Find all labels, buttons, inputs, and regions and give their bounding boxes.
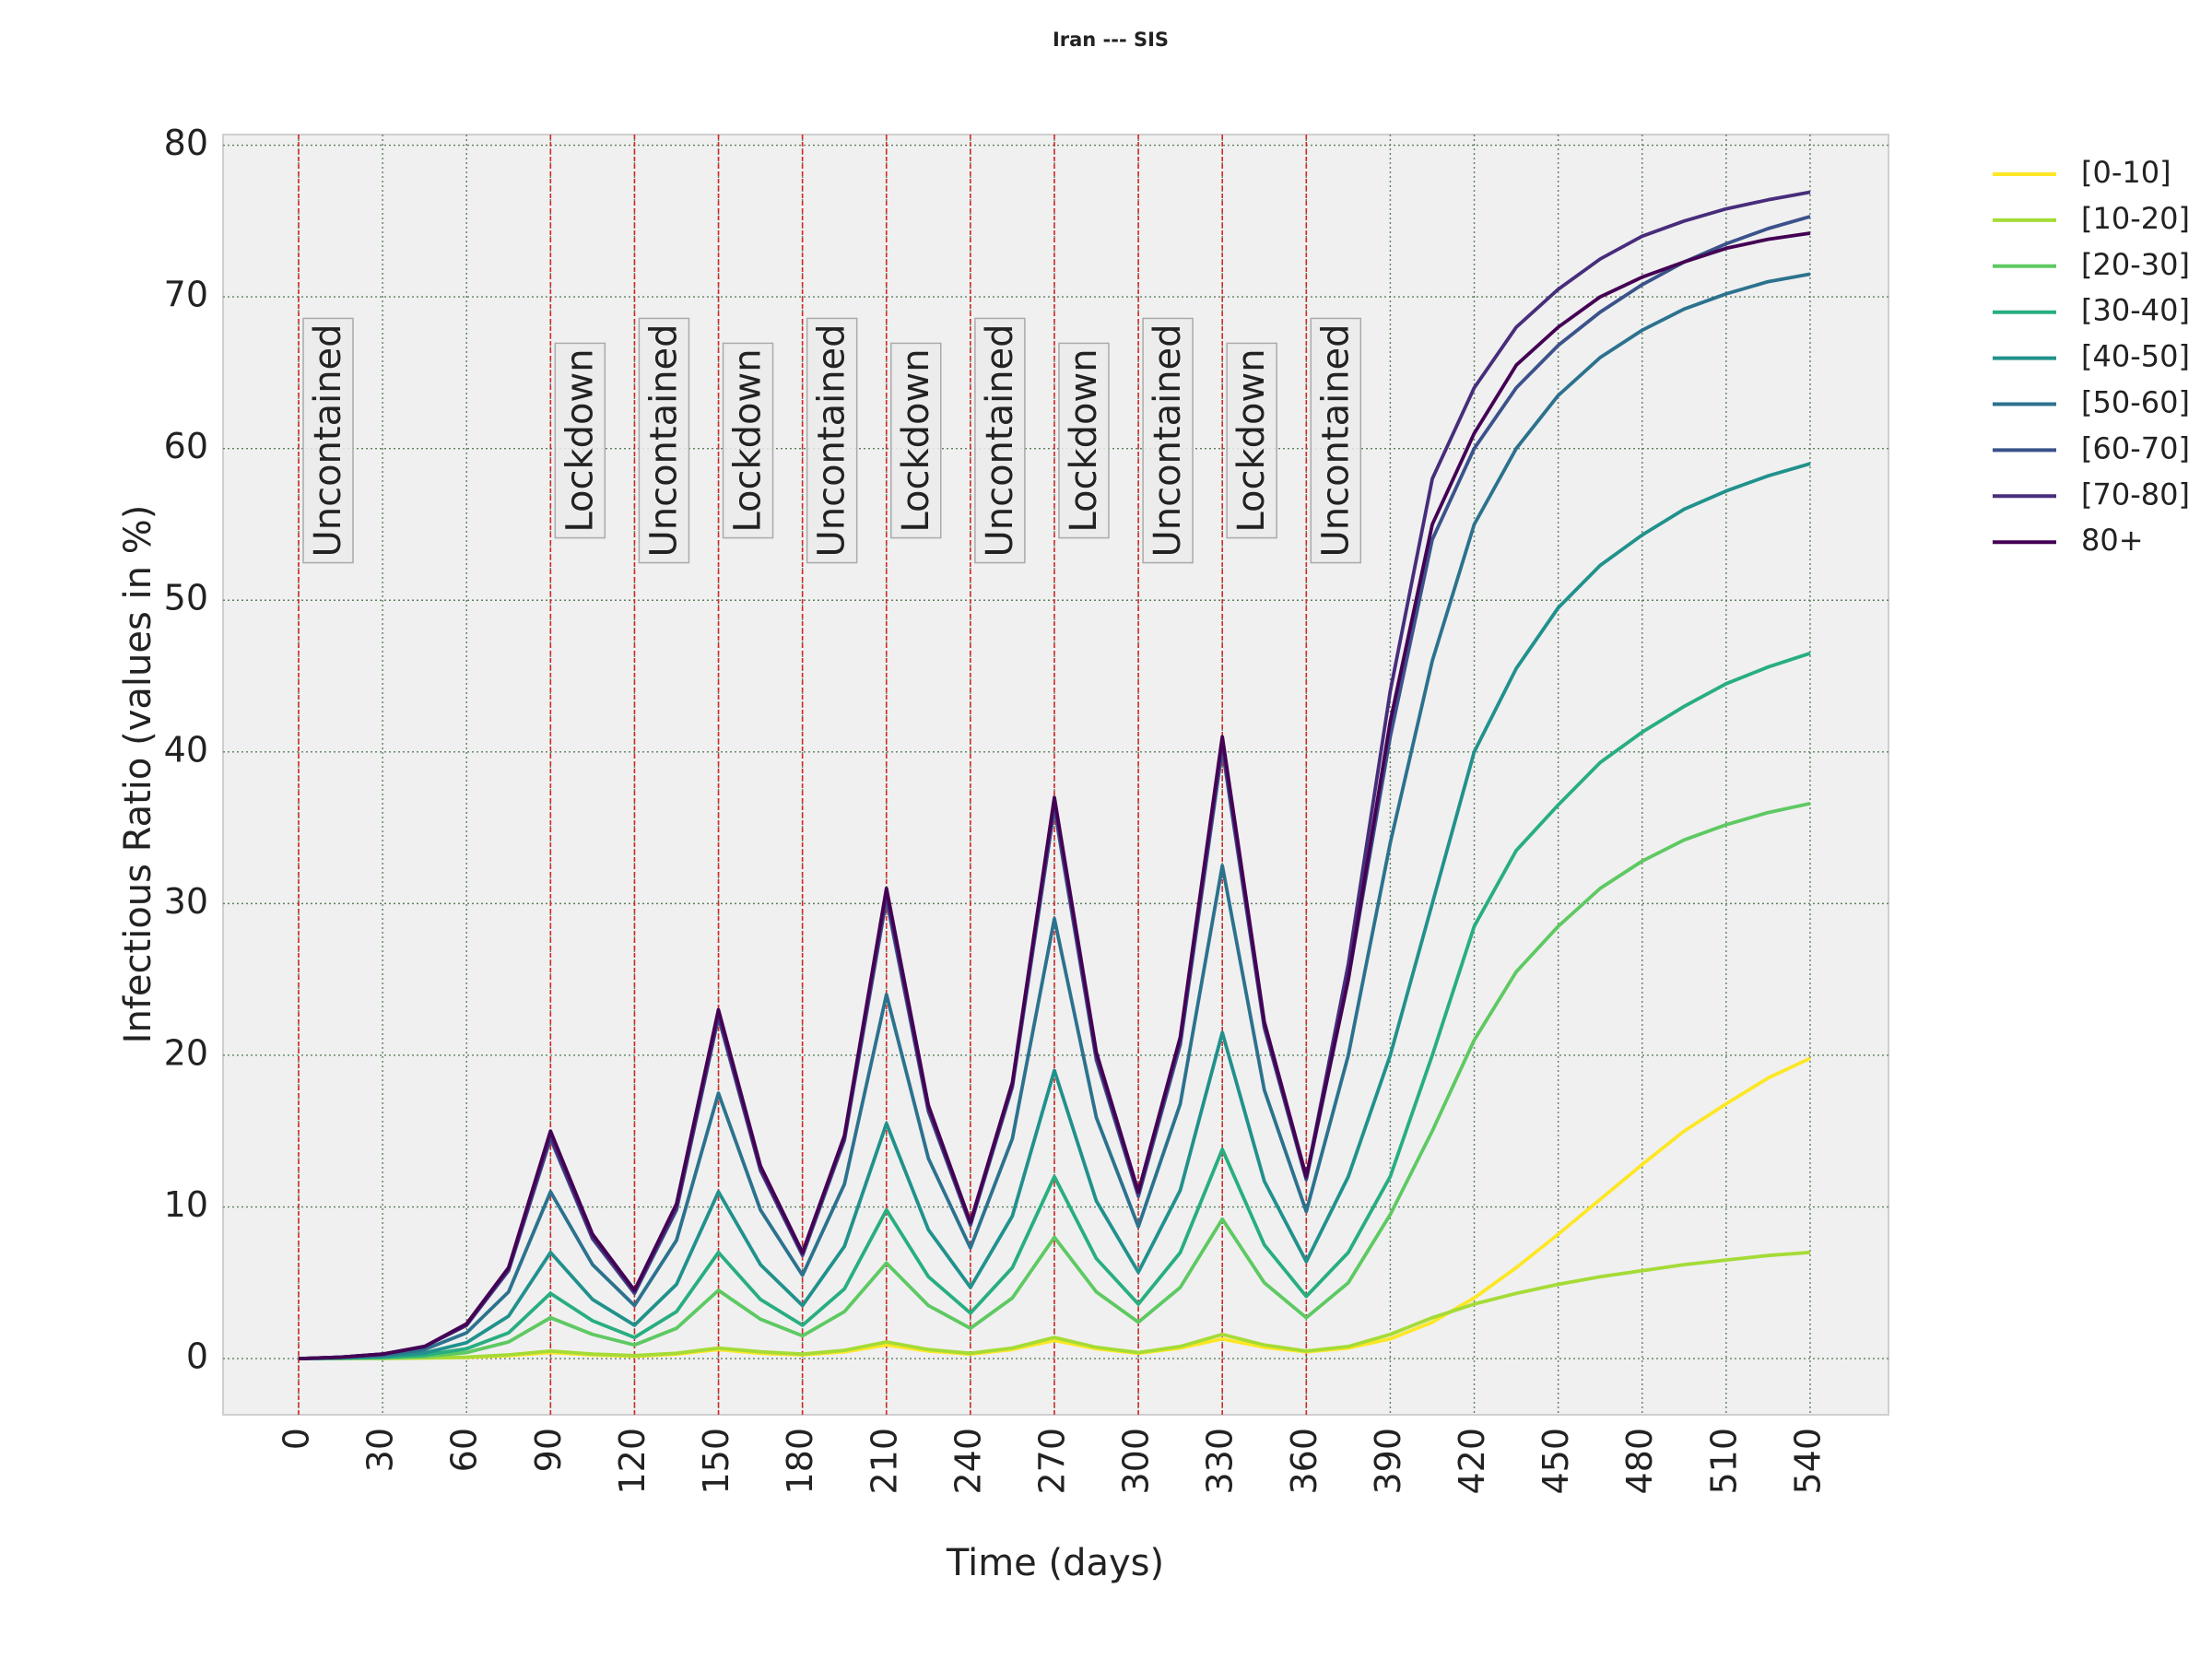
y-tick-label: 80 <box>164 123 208 163</box>
x-tick-label: 0 <box>276 1428 316 1450</box>
x-tick-label: 390 <box>1368 1428 1408 1495</box>
phase-label: Lockdown <box>727 348 770 532</box>
legend-label: 80+ <box>2081 523 2144 558</box>
phase-annotation: Lockdown <box>890 342 942 539</box>
y-tick-label: 0 <box>186 1336 208 1377</box>
y-tick-label: 60 <box>164 426 208 466</box>
y-tick-label: 50 <box>164 578 208 618</box>
y-tick-label: 10 <box>164 1184 208 1225</box>
phase-annotation: Uncontained <box>974 317 1026 564</box>
phase-annotation: Uncontained <box>1142 317 1194 564</box>
y-tick-label: 40 <box>164 729 208 770</box>
series-line <box>298 801 1811 1360</box>
phase-annotation: Uncontained <box>806 317 858 564</box>
x-tick-label: 120 <box>612 1428 653 1495</box>
y-tick-label: 30 <box>164 881 208 922</box>
x-tick-label: 180 <box>780 1428 820 1495</box>
legend-label: [40-50] <box>2081 339 2190 374</box>
x-tick-label: 210 <box>864 1428 904 1495</box>
x-tick-label: 60 <box>444 1428 485 1472</box>
series-line <box>298 1251 1811 1360</box>
annotation-box <box>638 317 690 564</box>
phase-annotation: Lockdown <box>554 342 606 539</box>
y-axis-label: Infectious Ratio (values in %) <box>117 505 159 1044</box>
phase-annotation: Lockdown <box>722 342 774 539</box>
annotation-box <box>722 342 774 539</box>
x-tick-label: 240 <box>947 1428 988 1495</box>
phase-annotation: Uncontained <box>302 317 354 564</box>
x-tick-label: 450 <box>1535 1428 1576 1495</box>
x-tick-label: 330 <box>1200 1428 1241 1495</box>
y-tick-label: 20 <box>164 1032 208 1073</box>
series-line <box>298 231 1811 1360</box>
phase-label: Uncontained <box>811 324 853 557</box>
annotation-box <box>974 317 1026 564</box>
annotation-box <box>890 342 942 539</box>
x-tick-label: 420 <box>1452 1428 1492 1495</box>
legend-label: [60-70] <box>2081 430 2190 465</box>
legend-label: [0-10] <box>2081 155 2171 190</box>
y-tick-label: 70 <box>164 275 208 315</box>
annotation-box <box>1310 317 1362 564</box>
annotation-box <box>1142 317 1194 564</box>
phase-annotation: Uncontained <box>638 317 690 564</box>
series-line <box>298 462 1811 1360</box>
phase-label: Lockdown <box>559 348 601 532</box>
x-tick-label: 510 <box>1703 1428 1744 1495</box>
legend-label: [50-60] <box>2081 385 2190 420</box>
phase-label: Uncontained <box>642 324 685 557</box>
x-axis-label: Time (days) <box>946 1542 1164 1584</box>
annotation-box <box>1058 342 1110 539</box>
phase-label: Lockdown <box>895 348 937 532</box>
x-tick-label: 540 <box>1787 1428 1828 1495</box>
phase-label: Uncontained <box>979 324 1021 557</box>
annotation-box <box>302 317 354 564</box>
phase-annotation: Lockdown <box>1058 342 1110 539</box>
x-tick-label: 270 <box>1031 1428 1072 1495</box>
legend-label: [30-40] <box>2081 293 2190 328</box>
legend-label: [70-80] <box>2081 477 2190 512</box>
phase-annotation: Lockdown <box>1226 342 1277 539</box>
annotation-box <box>554 342 606 539</box>
chart-title: Iran --- SIS <box>1053 29 1169 51</box>
x-tick-label: 360 <box>1284 1428 1324 1495</box>
phase-label: Lockdown <box>1230 348 1273 532</box>
phase-label: Uncontained <box>1314 324 1357 557</box>
x-tick-label: 30 <box>360 1428 401 1472</box>
x-tick-label: 150 <box>696 1428 736 1495</box>
phase-label: Lockdown <box>1063 348 1105 532</box>
series-line <box>298 651 1811 1360</box>
x-tick-label: 480 <box>1619 1428 1660 1495</box>
phase-label: Uncontained <box>1147 324 1189 557</box>
phase-annotation: Uncontained <box>1310 317 1362 564</box>
annotation-box <box>806 317 858 564</box>
x-tick-label: 90 <box>528 1428 569 1472</box>
series-line <box>298 272 1811 1360</box>
legend-label: [10-20] <box>2081 201 2190 236</box>
phase-label: Uncontained <box>307 324 349 557</box>
x-tick-label: 300 <box>1116 1428 1157 1495</box>
annotation-box <box>1226 342 1277 539</box>
plot-area <box>222 134 1889 1416</box>
legend-label: [20-30] <box>2081 247 2190 282</box>
